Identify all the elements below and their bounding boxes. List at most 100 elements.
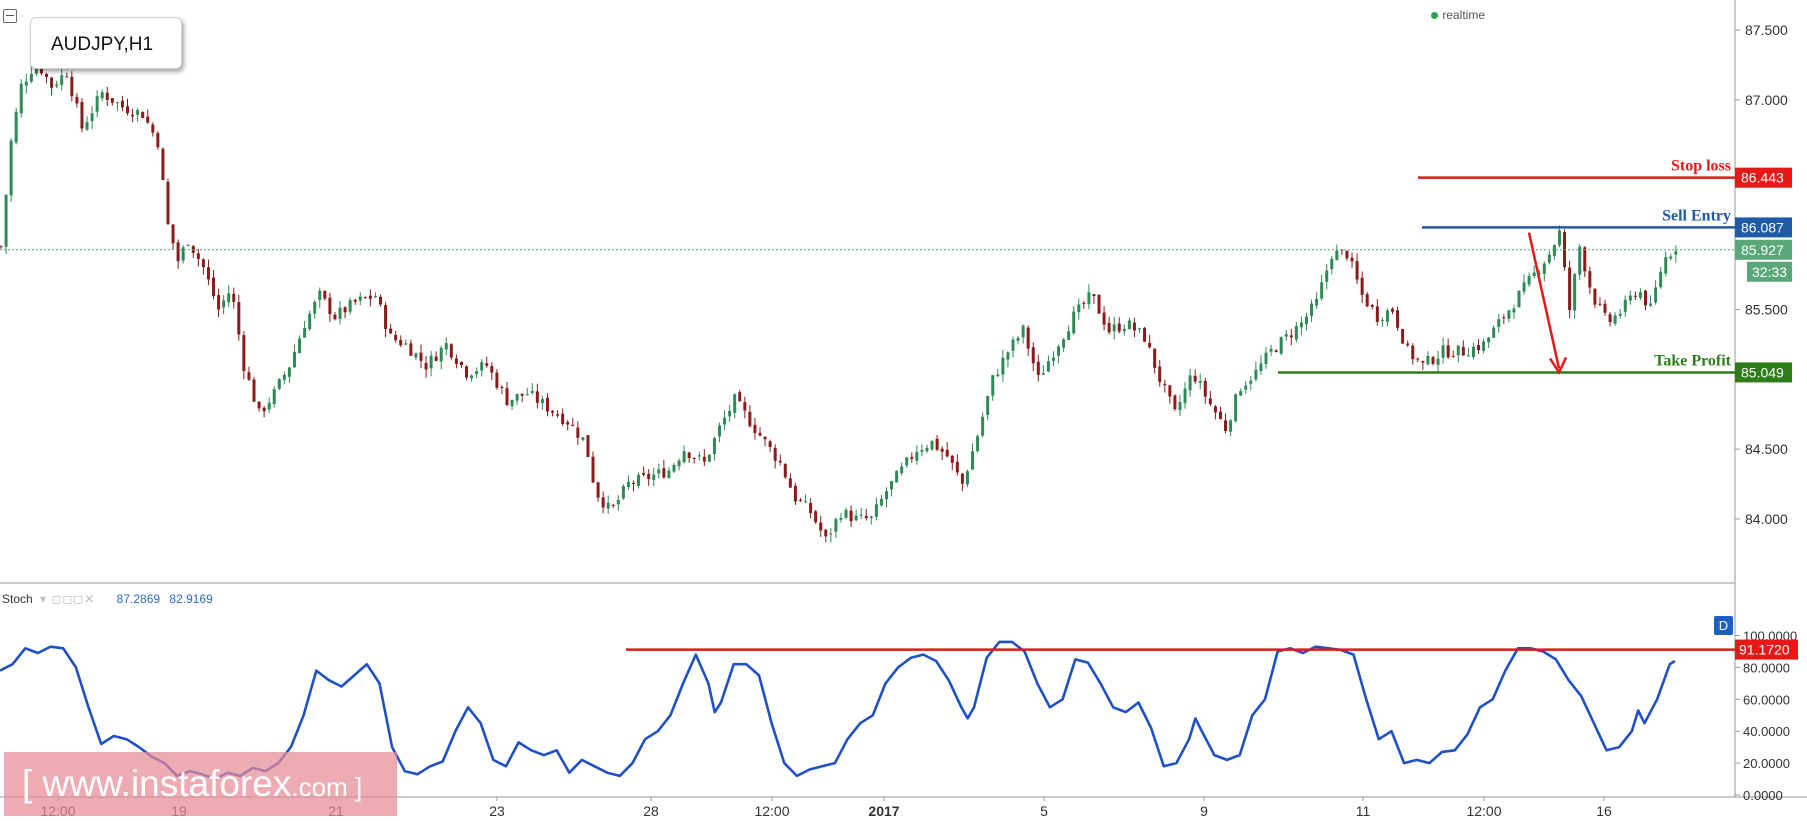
candle-up [723,417,727,425]
candle-down [1203,380,1207,397]
candle-up [1547,254,1551,263]
candle-up [1573,274,1577,311]
stoch-legend[interactable]: Stoch ▾ ◻◻◻✕ 87.2869 82.9169 [2,592,213,606]
candle-down [566,422,570,425]
candle-down [1598,303,1602,305]
candle-down [409,343,413,356]
candle-down [1289,335,1293,338]
candle-down [176,242,180,262]
price-tick-label: 87.500 [1745,22,1788,38]
candle-down [551,410,555,413]
candle-up [348,300,352,312]
candle-down [333,314,337,320]
candle-down [1451,356,1455,358]
candle-down [1603,303,1607,313]
candle-down [1416,358,1420,360]
candle-down [753,424,757,433]
candle-up [621,486,625,499]
candle-down [556,414,560,416]
candle-up [85,122,89,130]
time-tick-label: 12:00 [1466,803,1501,819]
candle-up [515,393,519,401]
candle-down [692,457,696,459]
candle-down [1026,327,1030,349]
price-tick-label: 85.500 [1745,301,1788,317]
candle-up [965,471,969,485]
candle-down [642,472,646,475]
candle-up [1522,282,1526,292]
candle-down [783,464,787,478]
last-price-tag [1735,239,1792,260]
stoch-tick-label: 20.0000 [1743,756,1790,771]
candle-down [1406,343,1410,346]
candle-up [1239,391,1243,396]
candle-up [1178,402,1182,411]
candle-down [1608,314,1612,323]
stoch-line [0,640,1676,781]
time-tick-label: 11 [1356,803,1371,819]
candle-up [1466,355,1470,357]
price-tick-label: 84.500 [1745,441,1788,457]
candle-up [1041,373,1045,375]
candle-down [1391,308,1394,312]
stoch-k-value: 87.2869 [116,592,161,606]
candle-up [9,140,13,196]
candle-up [885,491,888,500]
candle-down [864,515,868,519]
candle-down [485,363,489,366]
symbol-box[interactable]: AUDJPY,H1 [30,17,182,69]
stoch-tick-label: 80.0000 [1743,660,1790,675]
candle-up [804,501,808,503]
candle-up [1229,420,1233,432]
countdown-label: 32:33 [1752,264,1787,280]
candle-down [632,482,635,484]
collapse-button[interactable] [3,9,17,23]
candle-down [798,499,802,501]
indicator-settings-icon[interactable]: ▾ ◻◻◻✕ [40,592,96,606]
candle-down [1583,247,1587,272]
candle-down [1633,295,1637,297]
candle-down [561,413,565,424]
candle-up [626,481,630,488]
candle-up [1426,355,1430,365]
candle-up [308,313,312,330]
stoch-name: Stoch [2,592,33,606]
candle-up [1532,272,1536,276]
candle-up [1011,339,1015,351]
candle-up [1649,303,1653,306]
candle-down [1082,302,1086,304]
candle-up [637,474,641,486]
candle-down [1365,294,1369,307]
projection-arrow-line [1527,232,1561,369]
candle-up [712,438,716,454]
candle-up [4,194,8,247]
stoch-level-label: 91.1720 [1739,642,1790,658]
candle-down [120,100,124,108]
candle-up [1471,346,1475,357]
candle-up [895,471,899,483]
candle-up [1664,257,1668,274]
candle-down [955,461,959,473]
candle-up [1077,304,1081,313]
candle-up [1659,271,1663,288]
candle-up [272,389,276,405]
last-price-label: 85.927 [1741,242,1784,258]
candle-up [1299,322,1303,328]
candle-down [328,297,332,315]
time-tick-label: 2017 [868,803,899,819]
candle-down [161,148,165,181]
candle-up [1623,299,1627,312]
candle-down [763,436,767,440]
candle-down [743,402,747,411]
candle-down [1163,383,1167,386]
candle-down [738,392,742,402]
candle-up [1183,388,1187,404]
candle-down [434,356,438,361]
stoch-level-tag [1735,639,1798,660]
candle-down [242,335,246,371]
candle-down [323,290,327,299]
candle-up [1330,258,1334,270]
candle-up [1552,245,1556,256]
candle-down [647,473,651,480]
